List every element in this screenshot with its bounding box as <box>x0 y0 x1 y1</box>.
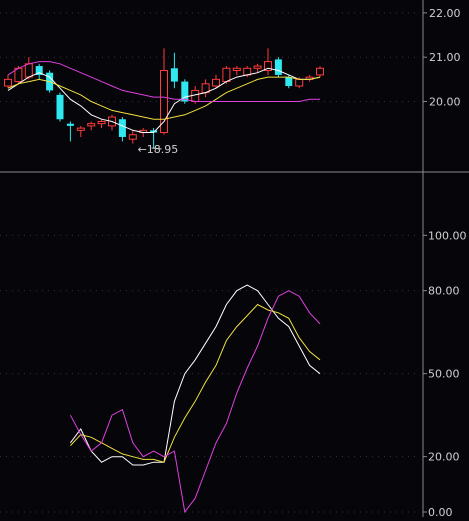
candle-body <box>24 63 33 78</box>
price-tick-label: 21.00 <box>429 51 461 64</box>
indicator-line-2 <box>70 303 321 463</box>
price-tick-label: 20.00 <box>429 96 461 109</box>
candle-body <box>264 61 272 71</box>
indicator-line-1 <box>70 284 321 466</box>
indicator-tick-label: 20.00 <box>428 451 460 464</box>
candle-body <box>4 78 12 87</box>
indicator-tick-label: 100.00 <box>428 229 467 242</box>
low-marker-line <box>151 147 162 150</box>
candle-body <box>118 119 126 137</box>
price-tick-label: 22.00 <box>429 7 461 20</box>
candle-body <box>170 68 178 82</box>
candle-body <box>35 66 43 75</box>
candle-body <box>274 59 282 75</box>
indicator-tick-label: 80.00 <box>428 285 460 298</box>
candle-body <box>191 89 200 103</box>
candle-body <box>222 67 231 83</box>
candle-body <box>160 69 168 134</box>
candle-body <box>76 127 85 131</box>
candle-body <box>295 78 304 87</box>
candle-body <box>232 67 241 71</box>
candle-body <box>212 78 220 87</box>
price-line-2 <box>7 76 321 120</box>
candle-body <box>56 94 64 120</box>
price-line-3 <box>7 61 320 102</box>
candle-body <box>87 123 96 127</box>
indicator-tick-label: 0.00 <box>428 506 453 517</box>
low-price-label: ←18.95 <box>138 143 179 156</box>
candle-body <box>253 65 262 69</box>
candle-body <box>66 123 74 126</box>
candle-body <box>128 134 137 140</box>
candle-body <box>150 130 158 133</box>
price-line-1 <box>7 67 321 133</box>
candle-body <box>97 120 106 125</box>
indicator-tick-label: 50.00 <box>428 368 460 381</box>
candle-body <box>285 77 293 86</box>
indicator-line-3 <box>69 290 321 514</box>
candle-body <box>181 81 189 102</box>
candle-body <box>316 67 324 76</box>
